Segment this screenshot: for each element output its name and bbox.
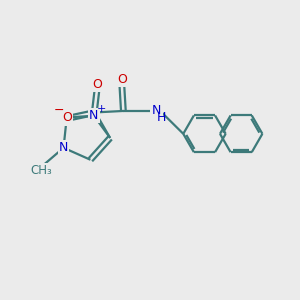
Text: +: + [97,104,106,114]
Text: −: − [53,104,64,117]
Text: N: N [62,112,71,125]
Text: O: O [62,111,72,124]
Text: N: N [59,141,68,154]
Text: N: N [152,104,162,117]
Text: N: N [89,109,99,122]
Text: O: O [117,73,127,86]
Text: H: H [156,111,166,124]
Text: O: O [92,78,102,91]
Text: CH₃: CH₃ [31,164,52,177]
